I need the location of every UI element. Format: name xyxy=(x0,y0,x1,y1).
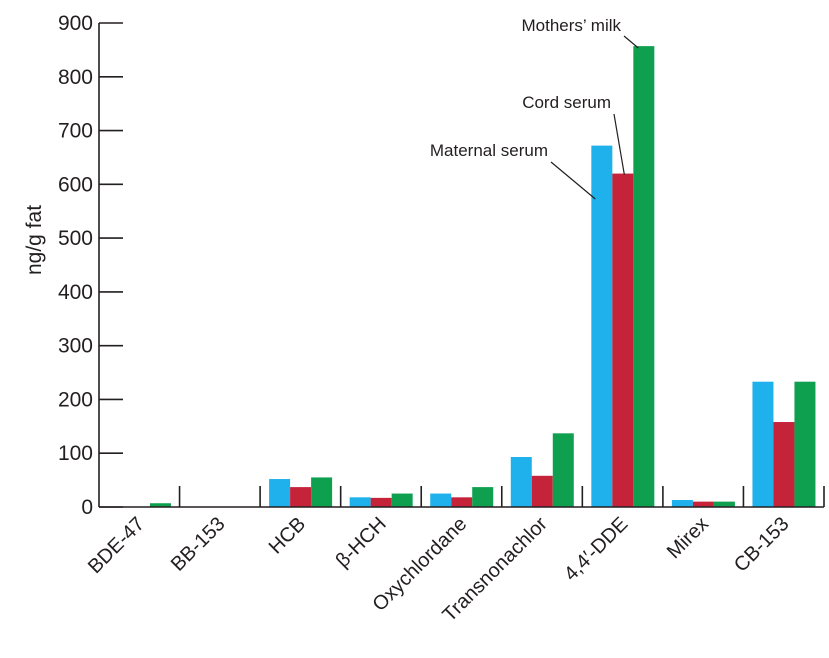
x-tick-label: Mirex xyxy=(663,513,713,563)
y-tick-label: 600 xyxy=(58,173,93,196)
bar xyxy=(370,497,392,507)
bar xyxy=(269,479,291,507)
bar xyxy=(290,487,312,507)
bar xyxy=(430,493,452,507)
bar xyxy=(633,46,655,507)
bar xyxy=(692,501,714,507)
bar xyxy=(349,497,371,507)
x-tick-label: 4,4′-DDE xyxy=(560,513,632,585)
y-tick-label: 200 xyxy=(58,388,93,411)
bar xyxy=(671,500,693,507)
bar xyxy=(150,503,171,507)
bar xyxy=(591,145,613,507)
bar xyxy=(311,477,333,507)
bar xyxy=(794,381,816,507)
y-tick-label: 100 xyxy=(58,442,93,465)
y-tick-label: 500 xyxy=(58,227,93,250)
y-axis: 0 100 200 300 400 500 600 700 800 900 xyxy=(58,12,123,519)
callout-leader xyxy=(623,35,639,49)
series-label: Cord serum xyxy=(522,93,611,112)
bar xyxy=(391,493,413,507)
bars xyxy=(150,46,816,508)
bar xyxy=(552,433,574,507)
y-tick-label: 400 xyxy=(58,281,93,304)
bar xyxy=(531,475,553,507)
bar xyxy=(752,381,774,507)
bar xyxy=(451,497,473,507)
series-label: Mothers’ milk xyxy=(522,16,622,35)
x-tick-label: β-HCH xyxy=(332,513,391,572)
bar xyxy=(510,456,532,507)
series-label: Maternal serum xyxy=(430,141,548,160)
y-axis-label: ng/g fat xyxy=(23,205,46,275)
y-tick-label: 300 xyxy=(58,335,93,358)
callout-leader xyxy=(613,113,625,175)
bar xyxy=(612,173,634,508)
x-tick-label: BB-153 xyxy=(167,513,230,576)
series-callouts: Mothers’ milk Cord serum Maternal serum xyxy=(430,16,639,200)
y-tick-label: 900 xyxy=(58,12,93,35)
y-tick-label: 0 xyxy=(81,496,93,519)
y-tick-label: 800 xyxy=(58,66,93,89)
x-tick-label: HCB xyxy=(265,513,310,558)
callout-leader xyxy=(550,161,596,200)
bar xyxy=(472,487,494,507)
y-tick-label: 700 xyxy=(58,120,93,143)
x-tick-label: BDE-47 xyxy=(84,513,149,578)
bar xyxy=(713,501,735,507)
x-axis: BDE-47 BB-153 HCB β-HCHOxychlordaneTransnon… xyxy=(84,486,825,626)
x-tick-label: CB-153 xyxy=(730,513,794,577)
bar xyxy=(773,422,795,507)
